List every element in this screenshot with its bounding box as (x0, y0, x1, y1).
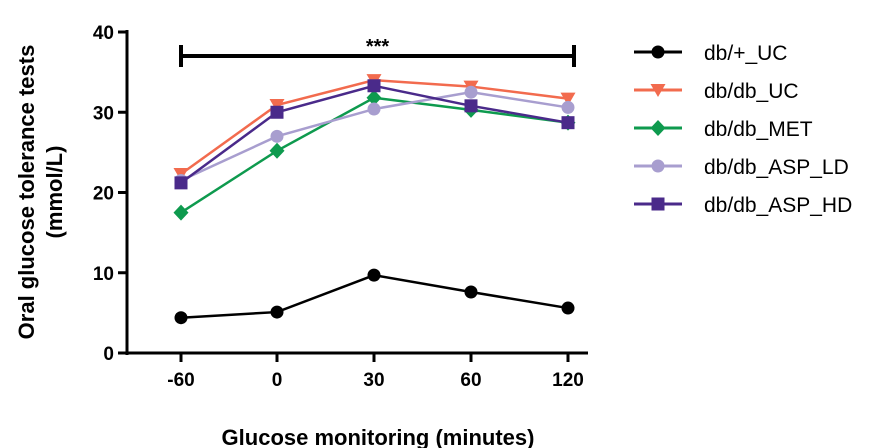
data-point (367, 268, 381, 282)
legend-marker (651, 197, 665, 211)
y-tick-label: 40 (93, 23, 114, 44)
chart-axes: 0 10 20 30 40 -60 0 30 60 120 *** (93, 23, 588, 391)
legend-item: db/+_UC (634, 42, 787, 65)
x-axis-title: Glucose monitoring (minutes) (222, 425, 535, 448)
data-point (269, 99, 285, 113)
y-tick-label: 0 (103, 344, 114, 365)
data-point (270, 305, 284, 319)
chart-legend: db/+_UC db/db_UC db/db_MET db/db_ASP_LD db/d… (634, 42, 852, 217)
legend-marker (650, 84, 666, 97)
legend-item: db/db_ASP_LD (634, 156, 849, 179)
x-tick-label: 120 (552, 370, 584, 391)
data-point (561, 301, 575, 315)
data-point (464, 85, 478, 99)
data-point (464, 285, 478, 299)
series-0 (174, 268, 575, 325)
data-point (174, 311, 188, 325)
legend-item: db/db_ASP_HD (634, 194, 852, 217)
data-point (270, 129, 284, 143)
y-tick-label: 20 (93, 184, 114, 205)
y-axis-title-line-2: (mmol/L) (42, 146, 67, 239)
x-tick-label: 0 (272, 370, 283, 391)
data-point (173, 204, 189, 221)
legend-label: db/+_UC (704, 42, 787, 65)
x-tick-label: -60 (167, 370, 194, 391)
x-tick-label: 30 (363, 370, 384, 391)
legend-label: db/db_UC (704, 80, 799, 103)
data-point (464, 99, 478, 113)
legend-item: db/db_UC (634, 80, 799, 103)
significance-label: *** (366, 36, 390, 58)
data-point (174, 176, 188, 190)
legend-label: db/db_ASP_LD (704, 156, 849, 179)
legend-label: db/db_ASP_HD (704, 194, 852, 217)
legend-label: db/db_MET (704, 118, 813, 141)
y-axis-title-line-1: Oral glucose tolerance tests (14, 45, 39, 340)
data-point (366, 89, 382, 106)
legend-marker (650, 120, 666, 136)
data-point (561, 100, 575, 114)
y-tick-label: 30 (93, 103, 114, 124)
series-4 (174, 79, 575, 190)
data-point (367, 79, 381, 93)
chart-series (173, 74, 576, 325)
legend-marker (651, 159, 665, 173)
x-tick-label: 60 (460, 370, 481, 391)
data-point (367, 102, 381, 116)
y-tick-label: 10 (93, 264, 114, 285)
data-point (270, 105, 284, 119)
legend-item: db/db_MET (634, 118, 813, 141)
data-point (561, 116, 575, 130)
legend-marker (651, 45, 665, 59)
data-point (560, 92, 576, 106)
data-point (269, 142, 285, 159)
